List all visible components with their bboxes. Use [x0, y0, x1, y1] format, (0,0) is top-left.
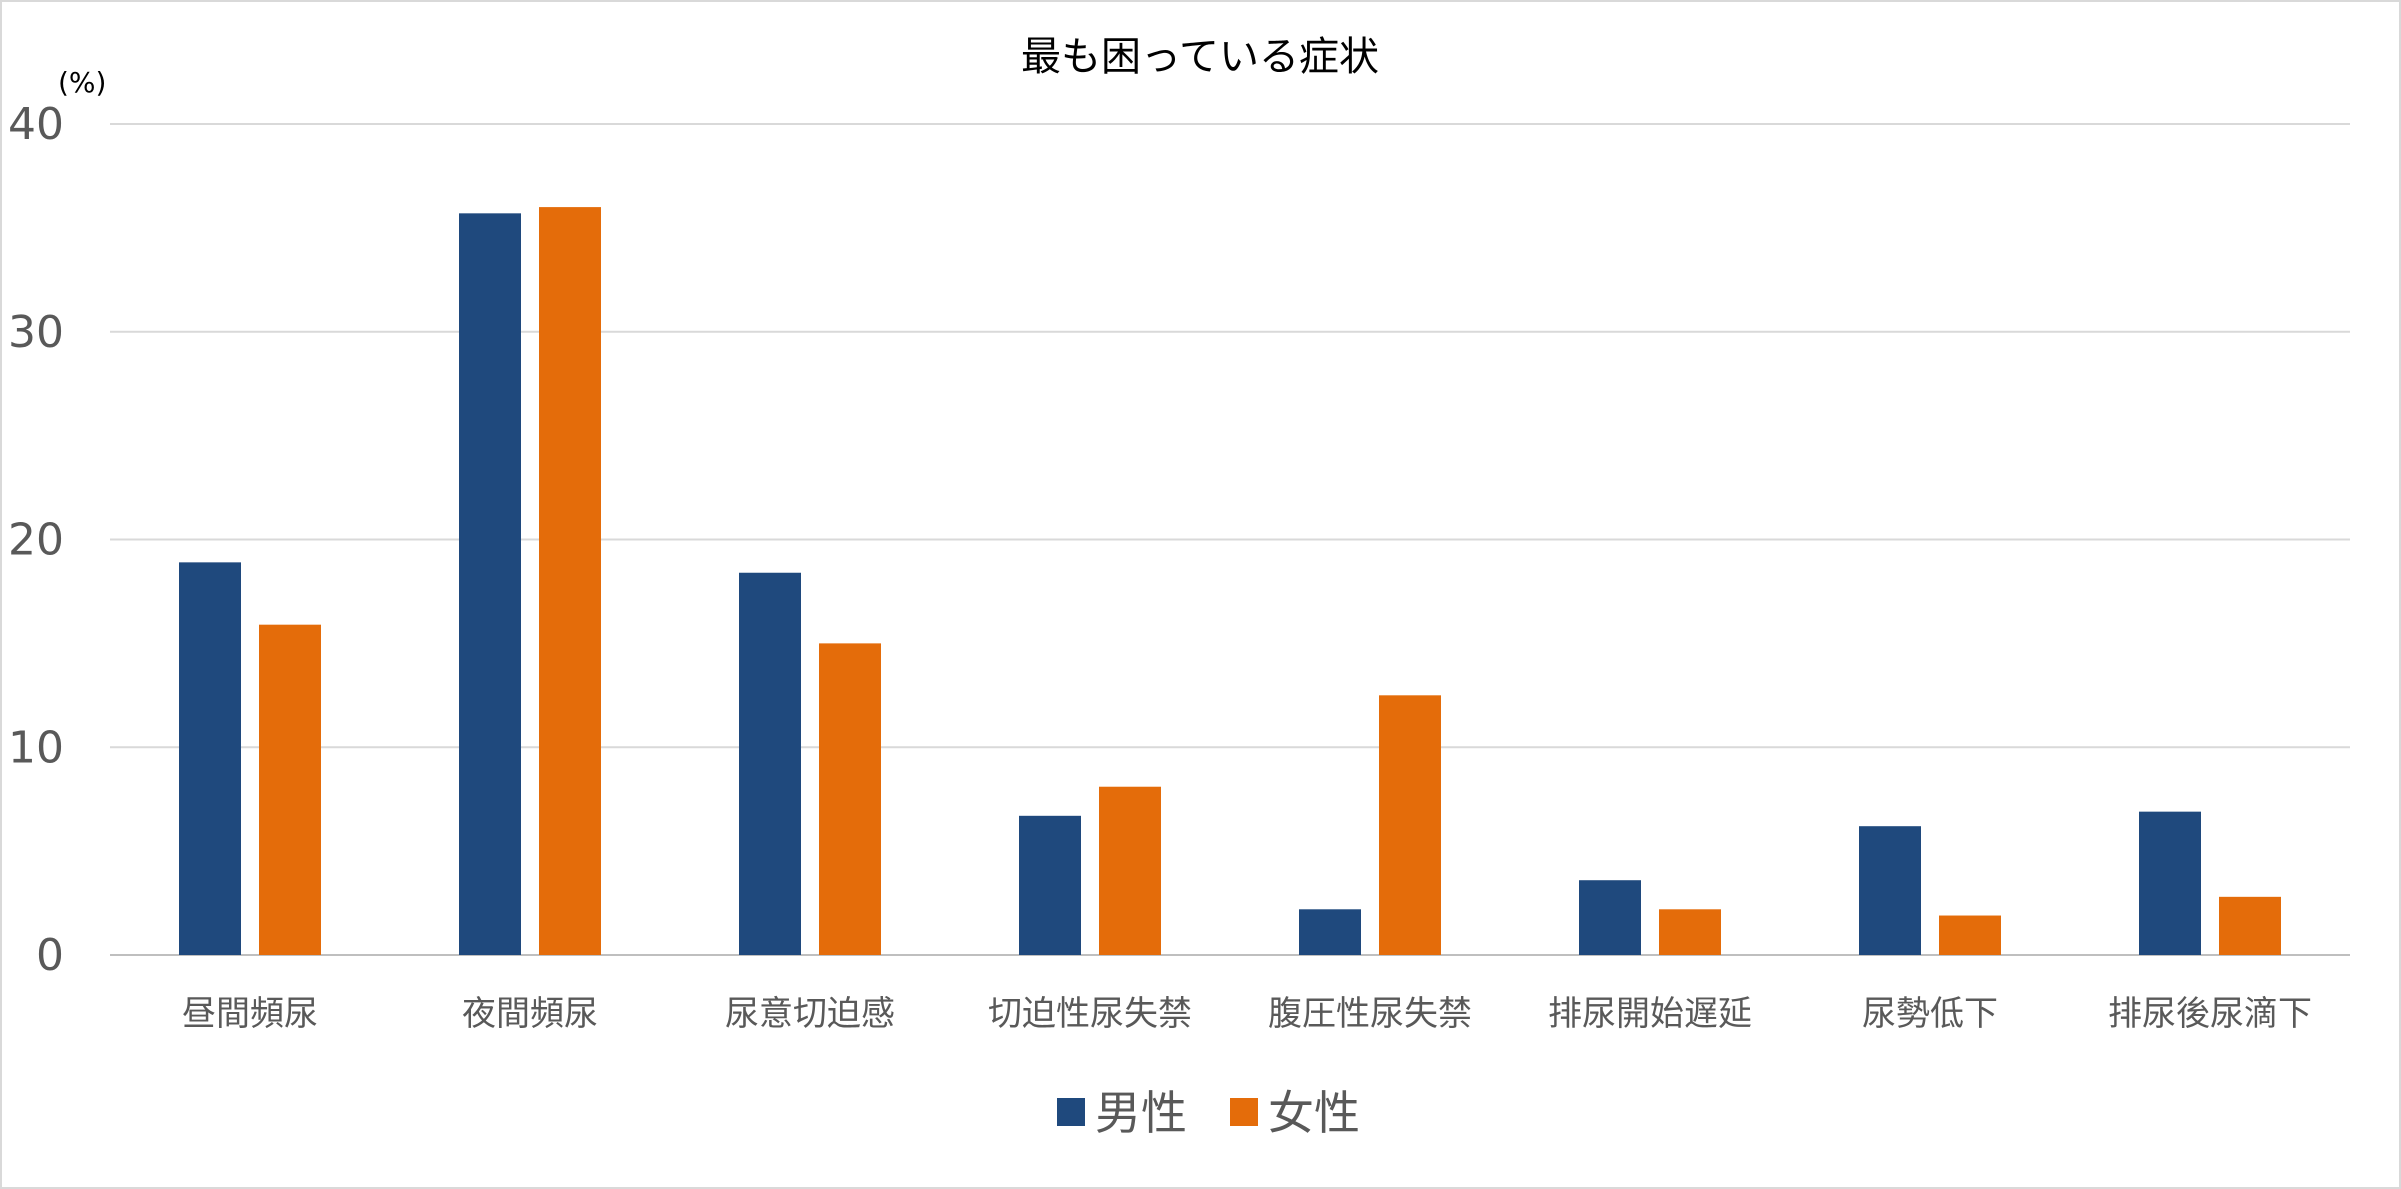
y-tick-label: 20: [8, 515, 64, 566]
bar-female: [259, 624, 321, 955]
bar-male: [459, 213, 521, 955]
x-tick-label: 尿意切迫感: [725, 994, 895, 1034]
y-tick-label: 10: [8, 722, 64, 773]
bar-female: [1939, 915, 2001, 955]
legend-label: 女性: [1268, 1086, 1360, 1140]
bar-male: [1019, 815, 1081, 955]
y-tick-label: 0: [36, 930, 64, 981]
bar-female: [1379, 695, 1441, 955]
gridlines: [110, 123, 2350, 956]
bar-male: [739, 572, 801, 955]
bar-female: [819, 643, 881, 955]
bar-female: [539, 207, 601, 956]
y-tick-label: 40: [8, 99, 64, 150]
y-tick-label: 30: [8, 307, 64, 358]
bar-female: [1099, 786, 1161, 955]
x-tick-label: 切迫性尿失禁: [988, 994, 1192, 1034]
legend-label: 男性: [1095, 1086, 1187, 1140]
x-tick-label: 尿勢低下: [1862, 994, 1998, 1034]
bar-male: [1299, 909, 1361, 955]
chart-title: 最も困っている症状: [1021, 34, 1379, 80]
bar-male: [2139, 811, 2201, 955]
y-axis-ticks: 0 10 20 30 40: [8, 99, 64, 981]
x-tick-label: 夜間頻尿: [462, 994, 598, 1034]
x-tick-label: 排尿後尿滴下: [2108, 994, 2312, 1034]
x-tick-label: 昼間頻尿: [182, 994, 318, 1034]
bar-male: [1859, 826, 1921, 955]
y-axis-unit-label: (%): [58, 66, 106, 99]
bar-male: [1579, 880, 1641, 955]
bar-male: [179, 562, 241, 955]
legend-swatch: [1057, 1098, 1085, 1126]
legend-swatch: [1230, 1098, 1258, 1126]
legend: 男性 女性: [1057, 1086, 1360, 1140]
bar-female: [2219, 896, 2281, 955]
x-tick-label: 排尿開始遅延: [1548, 994, 1752, 1034]
x-axis-ticks: 昼間頻尿 夜間頻尿 尿意切迫感 切迫性尿失禁 腹圧性尿失禁 排尿開始遅延 尿勢低下 排尿後尿滴…: [182, 994, 2312, 1034]
bars: [179, 207, 2281, 956]
bar-female: [1659, 909, 1721, 955]
x-tick-label: 腹圧性尿失禁: [1268, 994, 1472, 1034]
